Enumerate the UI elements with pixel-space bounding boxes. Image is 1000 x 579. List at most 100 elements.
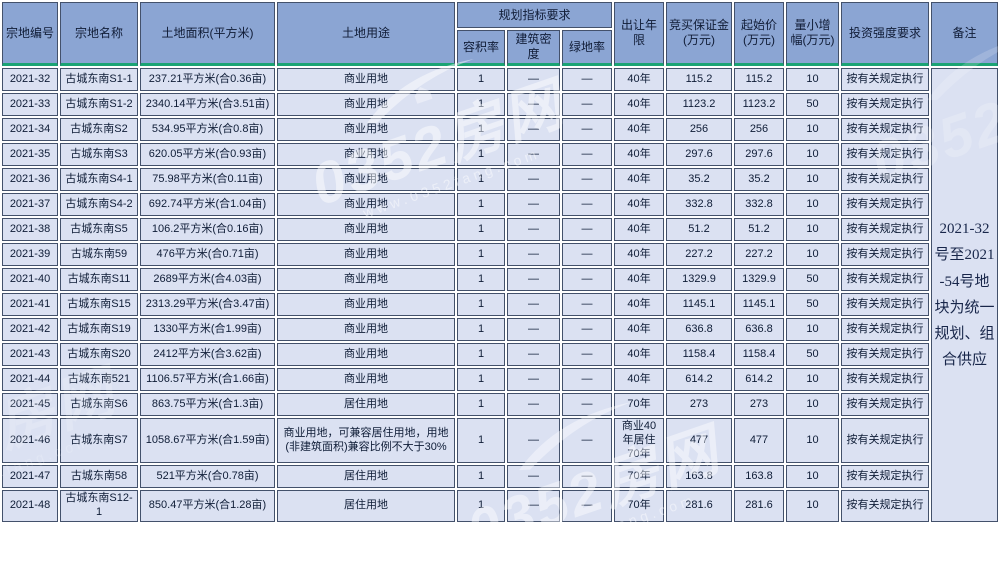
cell-far: 1 [457, 143, 505, 166]
header-start-price: 起始价(万元) [734, 2, 784, 66]
table-row: 2021-43 古城东南S20 2412平方米(合3.62亩) 商业用地 1— —40年 1… [2, 343, 998, 366]
cell-id: 2021-34 [2, 118, 58, 141]
cell-id: 2021-32 [2, 68, 58, 91]
cell-deposit: 163.8 [666, 465, 732, 489]
cell-name: 古城东南S1-1 [60, 68, 138, 91]
cell-density: — [507, 393, 560, 416]
cell-density: — [507, 268, 560, 291]
cell-investment: 按有关规定执行 [841, 118, 929, 141]
cell-use: 商业用地，可兼容居住用地，用地(非建筑面积)兼容比例不大于30% [277, 418, 455, 464]
table-row: 2021-33 古城东南S1-2 2340.14平方米(合3.51亩) 商业用地 1— —… [2, 93, 998, 116]
cell-term: 40年 [614, 368, 664, 391]
cell-green: — [562, 418, 612, 464]
cell-increment: 10 [786, 465, 839, 489]
cell-use: 商业用地 [277, 168, 455, 191]
cell-use: 商业用地 [277, 143, 455, 166]
cell-name: 古城东南S11 [60, 268, 138, 291]
table-row: 2021-48 古城东南S12-1 850.47平方米(合1.28亩) 居住用地 1— —… [2, 490, 998, 522]
cell-id: 2021-39 [2, 243, 58, 266]
cell-green: — [562, 268, 612, 291]
header-term: 出让年限 [614, 2, 664, 66]
cell-id: 2021-43 [2, 343, 58, 366]
cell-increment: 50 [786, 293, 839, 316]
cell-name: 古城东南S20 [60, 343, 138, 366]
cell-investment: 按有关规定执行 [841, 268, 929, 291]
cell-increment: 10 [786, 218, 839, 241]
cell-id: 2021-42 [2, 318, 58, 341]
cell-area: 2340.14平方米(合3.51亩) [140, 93, 275, 116]
cell-area: 1058.67平方米(合1.59亩) [140, 418, 275, 464]
cell-investment: 按有关规定执行 [841, 243, 929, 266]
cell-deposit: 51.2 [666, 218, 732, 241]
cell-start_price: 477 [734, 418, 784, 464]
header-land-use: 土地用途 [277, 2, 455, 66]
cell-far: 1 [457, 393, 505, 416]
cell-density: — [507, 68, 560, 91]
table-row: 2021-41 古城东南S15 2313.29平方米(合3.47亩) 商业用地 1— —4… [2, 293, 998, 316]
cell-use: 商业用地 [277, 93, 455, 116]
cell-far: 1 [457, 465, 505, 489]
cell-name: 古城东南S19 [60, 318, 138, 341]
cell-far: 1 [457, 68, 505, 91]
cell-far: 1 [457, 93, 505, 116]
cell-start_price: 163.8 [734, 465, 784, 489]
cell-density: — [507, 343, 560, 366]
cell-area: 850.47平方米(合1.28亩) [140, 490, 275, 522]
cell-increment: 50 [786, 93, 839, 116]
header-green-rate: 绿地率 [562, 30, 612, 66]
cell-far: 1 [457, 318, 505, 341]
cell-investment: 按有关规定执行 [841, 368, 929, 391]
cell-investment: 按有关规定执行 [841, 418, 929, 464]
cell-name: 古城东南S4-1 [60, 168, 138, 191]
cell-green: — [562, 118, 612, 141]
cell-deposit: 477 [666, 418, 732, 464]
cell-term: 商业40年居住70年 [614, 418, 664, 464]
cell-area: 692.74平方米(合1.04亩) [140, 193, 275, 216]
cell-term: 40年 [614, 218, 664, 241]
cell-far: 1 [457, 368, 505, 391]
header-land-area: 土地面积(平方米) [140, 2, 275, 66]
cell-area: 521平方米(合0.78亩) [140, 465, 275, 489]
cell-name: 古城东南S4-2 [60, 193, 138, 216]
cell-increment: 50 [786, 268, 839, 291]
cell-increment: 10 [786, 168, 839, 191]
cell-name: 古城东南521 [60, 368, 138, 391]
cell-term: 40年 [614, 143, 664, 166]
header-min-increment: 量小增幅(万元) [786, 2, 839, 66]
cell-start_price: 227.2 [734, 243, 784, 266]
cell-term: 70年 [614, 393, 664, 416]
cell-start_price: 1123.2 [734, 93, 784, 116]
cell-term: 40年 [614, 118, 664, 141]
cell-deposit: 1145.1 [666, 293, 732, 316]
cell-area: 106.2平方米(合0.16亩) [140, 218, 275, 241]
cell-deposit: 35.2 [666, 168, 732, 191]
cell-increment: 10 [786, 490, 839, 522]
cell-green: — [562, 243, 612, 266]
cell-id: 2021-35 [2, 143, 58, 166]
cell-investment: 按有关规定执行 [841, 68, 929, 91]
cell-increment: 10 [786, 318, 839, 341]
cell-density: — [507, 243, 560, 266]
header-building-density: 建筑密度 [507, 30, 560, 66]
cell-start_price: 51.2 [734, 218, 784, 241]
cell-investment: 按有关规定执行 [841, 393, 929, 416]
cell-green: — [562, 368, 612, 391]
cell-investment: 按有关规定执行 [841, 293, 929, 316]
cell-increment: 50 [786, 343, 839, 366]
cell-increment: 10 [786, 243, 839, 266]
cell-area: 1106.57平方米(合1.66亩) [140, 368, 275, 391]
cell-investment: 按有关规定执行 [841, 490, 929, 522]
cell-name: 古城东南S2 [60, 118, 138, 141]
cell-far: 1 [457, 418, 505, 464]
cell-green: — [562, 490, 612, 522]
cell-use: 居住用地 [277, 393, 455, 416]
cell-green: — [562, 293, 612, 316]
header-remark: 备注 [931, 2, 998, 66]
cell-use: 商业用地 [277, 318, 455, 341]
cell-far: 1 [457, 490, 505, 522]
cell-deposit: 1329.9 [666, 268, 732, 291]
cell-deposit: 273 [666, 393, 732, 416]
cell-investment: 按有关规定执行 [841, 318, 929, 341]
cell-increment: 10 [786, 68, 839, 91]
cell-increment: 10 [786, 143, 839, 166]
